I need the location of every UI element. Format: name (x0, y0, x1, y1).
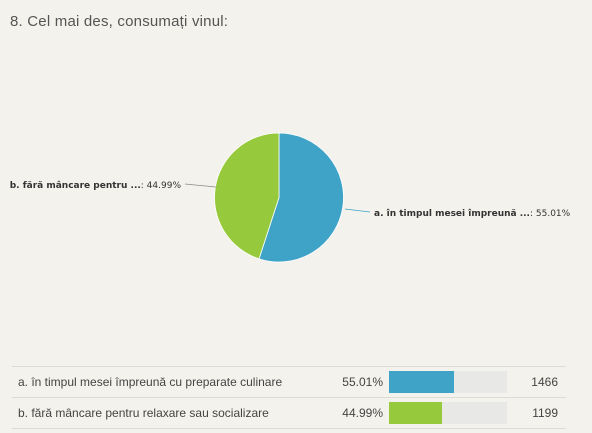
results-table: a. în timpul mesei împreună cu preparate… (12, 366, 566, 429)
bar-track (389, 371, 507, 393)
bar-fill (389, 371, 454, 393)
pie-leader-line (184, 183, 217, 188)
answer-bar (389, 366, 514, 398)
answer-label: a. în timpul mesei împreună cu preparate… (12, 366, 323, 398)
result-row: b. fără mâncare pentru relaxare sau soci… (12, 397, 566, 429)
answer-bar (389, 397, 514, 429)
pie-slice-label: b. fără mâncare pentru ...: 44.99% (10, 181, 182, 191)
answer-label: b. fără mâncare pentru relaxare sau soci… (12, 397, 323, 429)
result-row: a. în timpul mesei împreună cu preparate… (12, 366, 566, 398)
pie-leader-line (344, 208, 371, 213)
pie-slice-label: a. în timpul mesei împreună ...: 55.01% (374, 209, 571, 219)
answer-count: 1199 (514, 397, 566, 429)
bar-fill (389, 402, 443, 424)
answer-percent: 55.01% (323, 366, 389, 398)
answer-percent: 44.99% (323, 397, 389, 429)
answer-count: 1466 (514, 366, 566, 398)
pie-slice (258, 132, 344, 263)
pie-slice (214, 132, 280, 260)
question-title: 8. Cel mai des, consumați vinul: (10, 13, 229, 30)
bar-track (389, 402, 507, 424)
